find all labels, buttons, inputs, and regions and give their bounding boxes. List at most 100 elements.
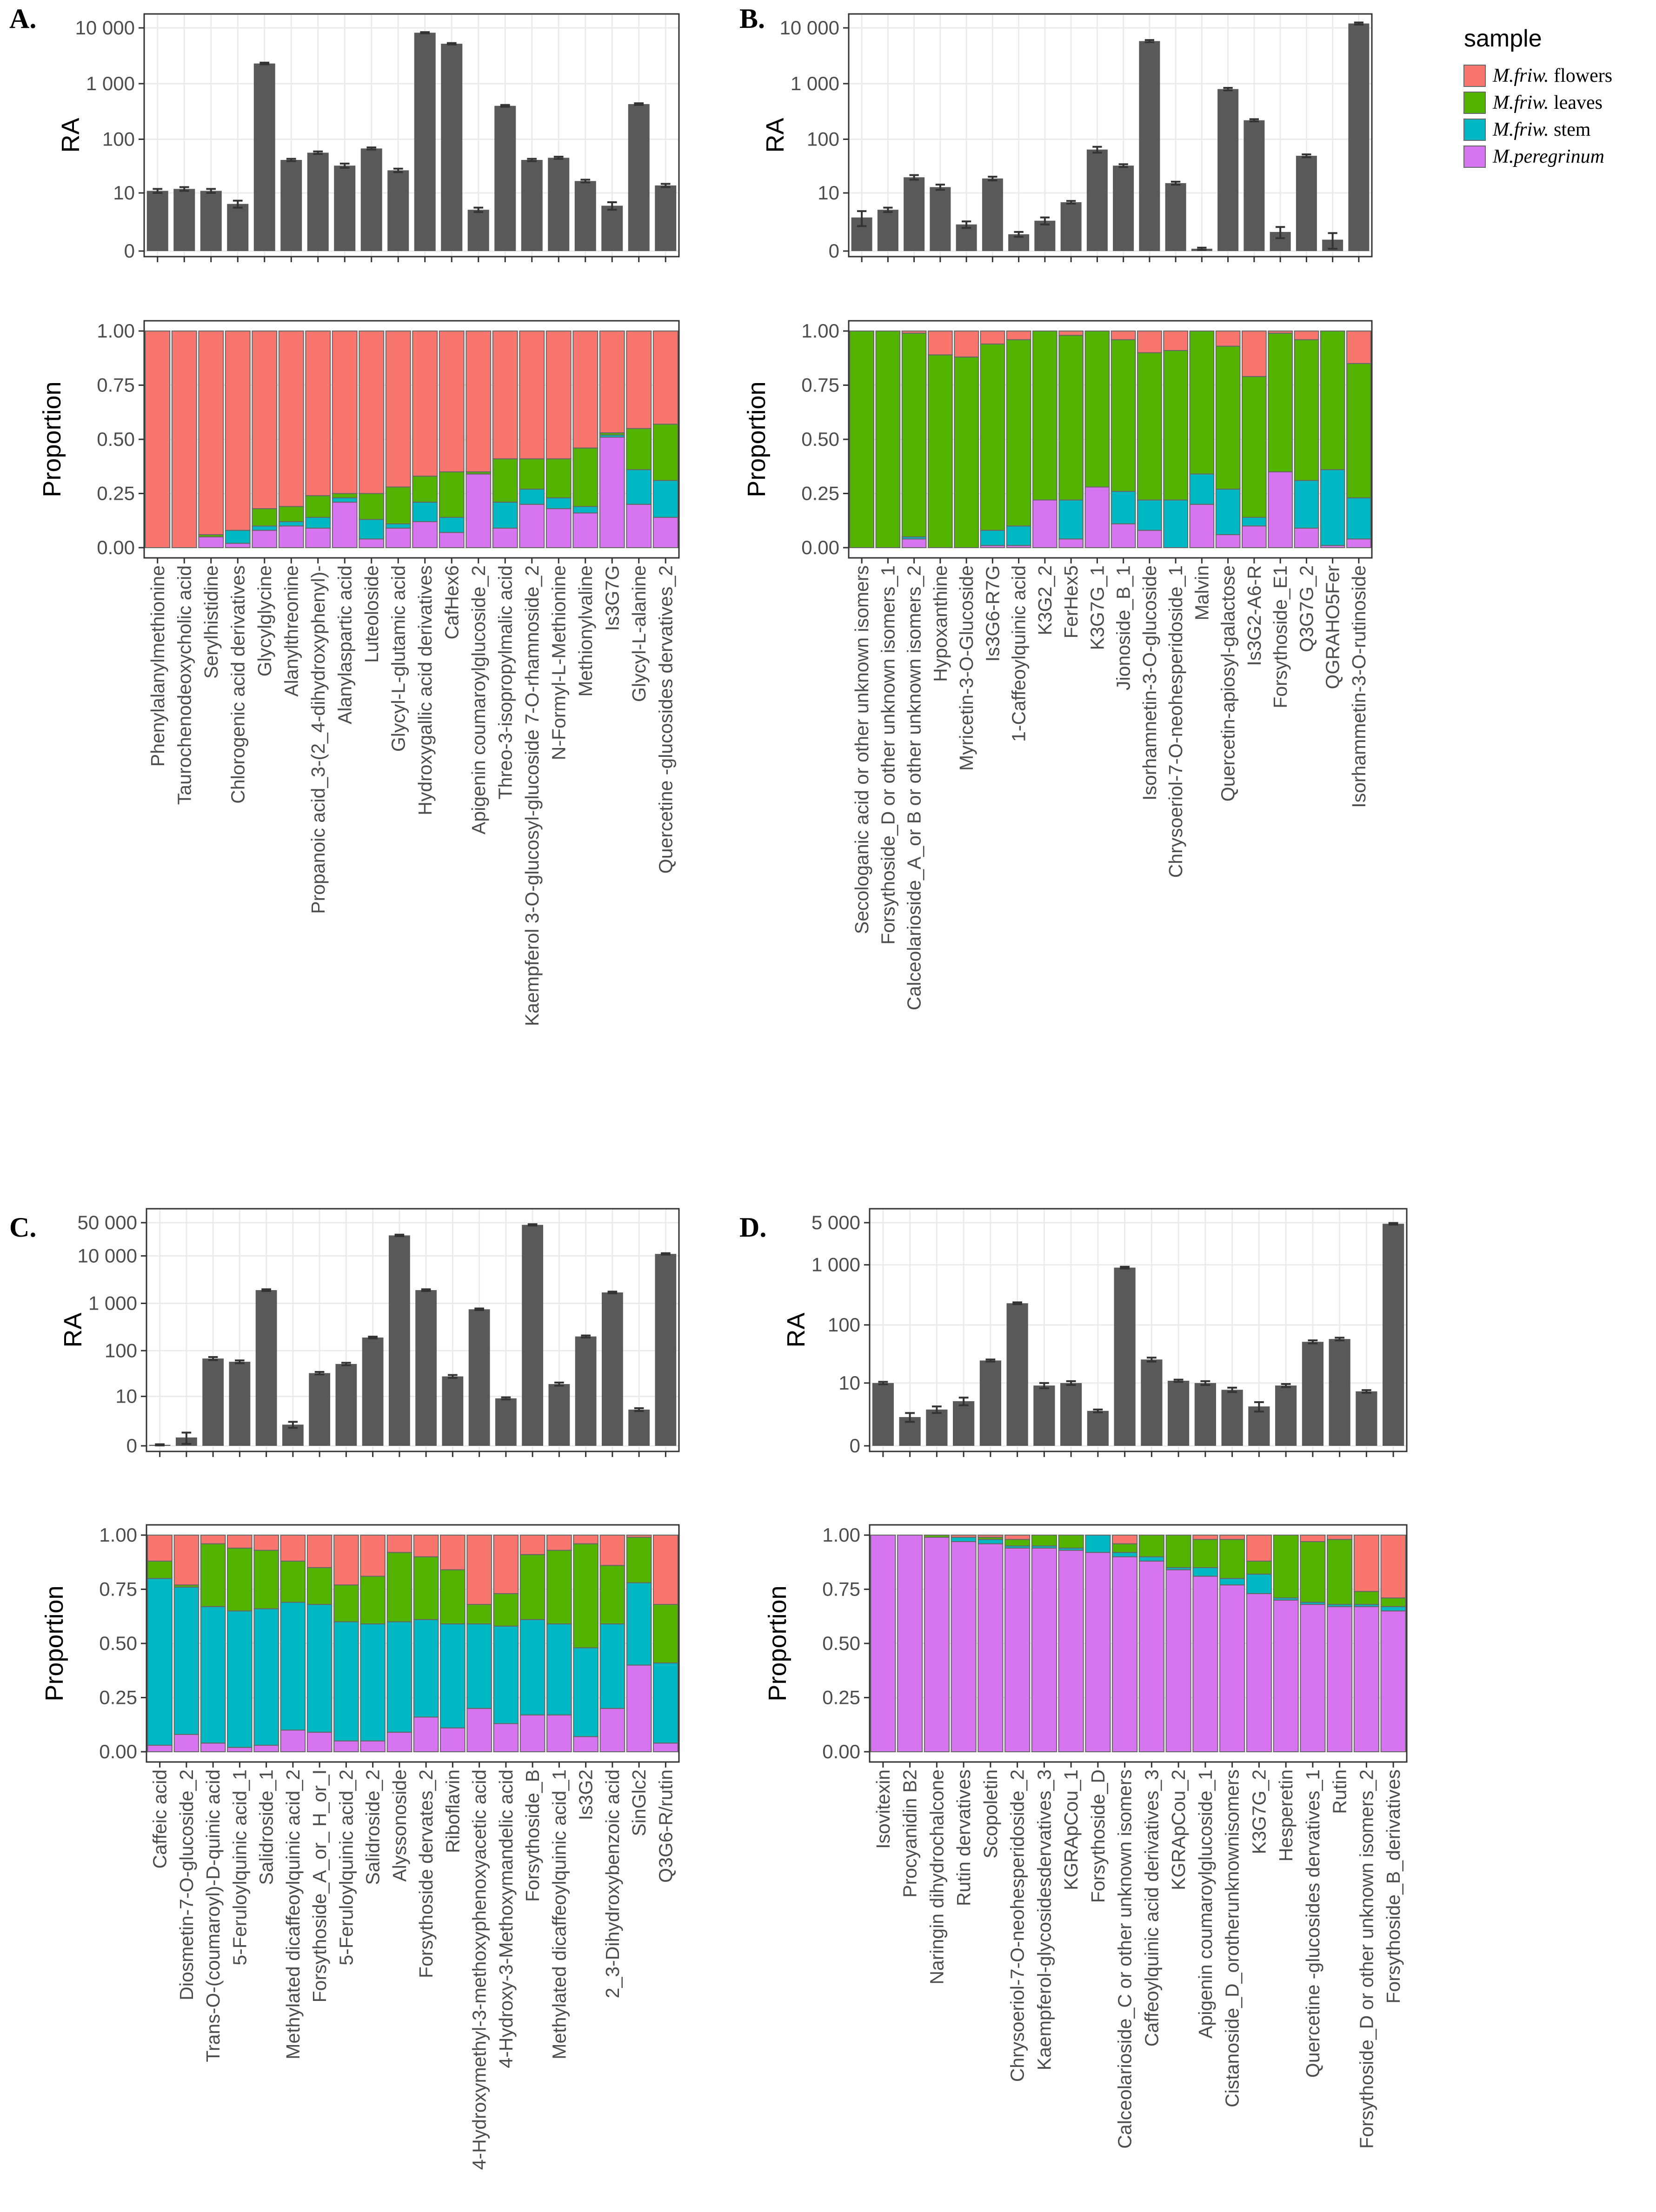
ra-error-bar [527,1223,538,1227]
prop-segment-flowers [305,331,331,497]
ra-tick-label: 0 [829,240,839,262]
ra-tick-label: 1 000 [88,1292,137,1314]
category-label: FerHex5 [1060,565,1082,638]
prop-segment-flowers [198,331,224,536]
ra-bar [628,104,650,252]
category-label: Is3G2 [575,1769,597,1820]
prop-segment-peregrinum [599,437,625,549]
prop-segment-leaves [1242,376,1267,518]
prop-segment-leaves [1058,335,1084,501]
prop-axis-title: Proportion [743,381,771,497]
prop-segment-flowers [626,331,652,429]
prop-segment-stem [980,530,1005,546]
prop-segment-leaves [653,1604,678,1663]
category-label: Methionylvaline [575,565,596,697]
ra-chart: 0 10 100 1 000 10 000 50 000 RA [59,1208,680,1457]
ra-error-bar [1308,1339,1318,1344]
ra-error-bar [1302,153,1311,159]
ra-bar [360,148,382,251]
ra-bar [309,1373,331,1446]
prop-segment-stem [1192,1567,1218,1577]
prop-segment-stem [652,480,678,518]
prop-segment-stem [493,1625,519,1724]
category-label: Caffeoylquinic acid derivatives_3 [1141,1769,1162,2046]
prop-segment-peregrinum [1111,523,1136,548]
prop-tick-label: 0.75 [97,374,135,396]
legend-swatch [1463,92,1486,114]
prop-segment-flowers [253,1535,279,1551]
ra-error-bar [181,1431,192,1445]
category-label: Glycyl-L-alanine [628,565,650,702]
ra-bar [926,1409,948,1446]
prop-segment-flowers [572,331,599,449]
prop-segment-peregrinum [332,502,358,549]
ra-error-bar [208,1356,218,1361]
ra-bar [1275,1385,1297,1446]
ra-plot-border [848,13,1373,258]
panel-label: C. [9,1212,36,1243]
ra-error-bar [155,1443,165,1447]
ra-tick-label: 10 [838,1372,860,1394]
prop-segment-peregrinum [870,1535,896,1752]
ra-error-bar [962,220,971,229]
ra-bar [1165,183,1186,251]
ra-bar [229,1362,251,1446]
category-label: CafHex6 [441,565,462,640]
ra-error-bar [1281,1383,1291,1388]
ra-bar [388,1235,410,1446]
category-label: KGRApCou_2 [1168,1769,1189,1890]
prop-segment-flowers [147,1535,173,1562]
ra-error-bar [446,42,457,46]
prop-tick-label: 0.25 [822,1687,860,1709]
prop-segment-stem [1294,480,1319,529]
legend-swatch [1463,119,1486,141]
category-label: Calceolarioside_C or other unknown isome… [1114,1769,1136,2149]
prop-segment-flowers [440,1535,466,1570]
ra-tick-label: 100 [828,1314,860,1336]
prop-tick-label: 0.00 [801,536,839,558]
prop-axis-title: Proportion [40,1585,68,1701]
category-label: Isovitexin [872,1769,894,1849]
ra-plot-area [849,14,1372,257]
prop-tick-label: 0.00 [97,536,135,558]
ra-bar [1348,23,1370,252]
prop-segment-flowers [1163,331,1188,351]
ra-error-bar [1254,1401,1264,1413]
ra-error-bar [905,1412,915,1423]
category-label: Forsythoside_E1 [1270,565,1291,709]
prop-segment-leaves [1353,1591,1379,1605]
ra-error-bar [341,1362,351,1366]
prop-segment-flowers [1112,1535,1138,1544]
prop-segment-stem [252,525,278,531]
prop-segment-flowers [385,331,411,488]
prop-segment-leaves [385,486,411,524]
category-label: Alanylthreonine [280,565,302,697]
ra-bar [442,1376,464,1446]
prop-segment-peregrinum [439,532,465,549]
ra-tick-label: 100 [807,128,839,150]
ra-error-bar [1197,246,1207,251]
prop-segment-leaves [1273,1535,1299,1599]
prop-segment-peregrinum [413,1716,439,1752]
category-label: Forsythoside dervates_2 [415,1769,437,1978]
ra-tick-label: 0 [850,1435,860,1457]
prop-segment-flowers [954,331,979,358]
ra-error-bar [1361,1389,1371,1394]
ra-tick-label: 10 [113,182,135,204]
panel-label: D. [739,1212,766,1243]
prop-segment-flowers [225,331,251,531]
ra-bar [1033,1385,1055,1446]
prop-segment-leaves [412,476,438,503]
prop-segment-stem [951,1536,977,1542]
prop-axis-title: Proportion [38,381,66,497]
prop-segment-flowers [1327,1535,1353,1540]
ra-bar [1221,1390,1243,1446]
prop-segment-stem [653,1662,678,1744]
prop-segment-leaves [1006,339,1031,527]
prop-segment-leaves [413,1556,439,1620]
prop-segment-leaves [1246,1560,1272,1575]
prop-segment-flowers [545,331,572,459]
prop-segment-flowers [1353,1535,1379,1592]
prop-segment-leaves [466,1604,492,1625]
prop-segment-peregrinum [252,530,278,548]
